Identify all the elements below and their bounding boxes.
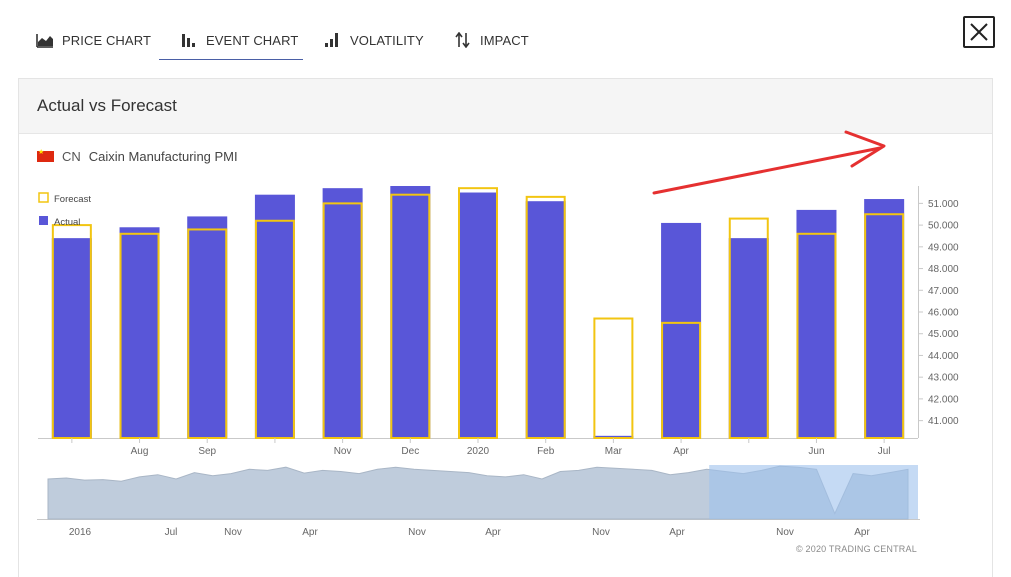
y-tick-label: 48.000 [928,264,959,275]
tab-impact-label: IMPACT [480,32,529,48]
y-tick-label: 51.000 [928,199,959,210]
tab-event-chart[interactable]: EVENT CHART [180,22,298,58]
x-tick-label: Sep [198,446,216,457]
x-tick-label: 2020 [467,446,490,457]
legend-actual-label: Actual [54,217,80,228]
y-tick-label: 45.000 [928,329,959,340]
actual-bar [525,201,566,438]
tab-price-chart-label: PRICE CHART [62,32,151,48]
y-tick-label: 41.000 [928,416,959,427]
annotation-arrow-head [844,130,886,168]
y-tick-label: 50.000 [928,221,959,232]
actual-bar [187,216,228,438]
x-tick-label: Aug [131,446,149,457]
tab-volatility-label: VOLATILITY [350,32,424,48]
volatility-icon [325,33,338,47]
legend-forecast-swatch [38,192,49,203]
actual-bar [864,199,905,438]
actual-bar [254,194,295,438]
x-tick-label: Jul [878,446,891,457]
tab-volatility[interactable]: VOLATILITY [324,22,424,58]
navigator-tick-label: Nov [776,527,794,538]
actual-bar [796,209,837,438]
area-chart-icon [36,34,53,48]
actual-bar [119,227,160,438]
actual-bar [322,188,363,438]
x-tick-label: Mar [605,446,623,457]
indicator-country: CN [62,149,81,164]
legend-forecast-label: Forecast [54,194,91,205]
navigator-tick-label: Nov [408,527,426,538]
x-tick-label: Apr [673,446,689,457]
bar-chart-icon [182,34,195,47]
indicator-name: Caixin Manufacturing PMI [88,149,238,164]
navigator-tick-label: Jul [165,527,178,538]
legend-actual-swatch [39,216,48,225]
x-tick-label: Feb [537,446,555,457]
close-button[interactable] [963,16,995,48]
actual-bar [661,222,702,438]
actual-bar [458,192,498,438]
y-tick-label: 43.000 [928,373,959,384]
navigator-tick-label: Apr [302,527,318,538]
actual-bar [728,238,769,438]
forecast-bar [593,317,634,439]
panel-title: Actual vs Forecast [19,79,992,134]
y-tick-label: 47.000 [928,286,959,297]
navigator-tick-label: Nov [224,527,242,538]
x-tick-label: Dec [401,446,419,457]
credits-text: © 2020 TRADING CENTRAL [796,544,917,554]
navigator-tick-label: Nov [592,527,610,538]
active-tab-indicator [159,59,303,60]
close-icon [970,23,988,41]
y-tick-label: 49.000 [928,242,959,253]
y-tick-label: 42.000 [928,394,959,405]
x-tick-label: Jun [808,446,824,457]
indicator-label: CN Caixin Manufacturing PMI [37,148,238,164]
navigator-selection [709,465,918,519]
tab-bar: PRICE CHART EVENT CHART VOLATILITY IMPAC… [0,0,560,60]
up-down-arrows-icon [455,32,470,48]
actual-bar [51,238,92,438]
tab-event-chart-label: EVENT CHART [206,32,299,48]
tab-impact[interactable]: IMPACT [454,22,529,58]
navigator-tick-label: Apr [485,527,501,538]
navigator-tick-label: Apr [669,527,685,538]
y-tick-label: 44.000 [928,351,959,362]
actual-bar [593,435,634,438]
x-tick-label: Nov [334,446,352,457]
navigator-tick-label: 2016 [69,527,92,538]
actual-bar [390,186,431,438]
annotation-arrow-shaft [652,146,882,195]
china-flag-icon [37,148,54,162]
navigator-tick-label: Apr [854,527,870,538]
tab-price-chart[interactable]: PRICE CHART [36,22,151,58]
y-tick-label: 46.000 [928,308,959,319]
